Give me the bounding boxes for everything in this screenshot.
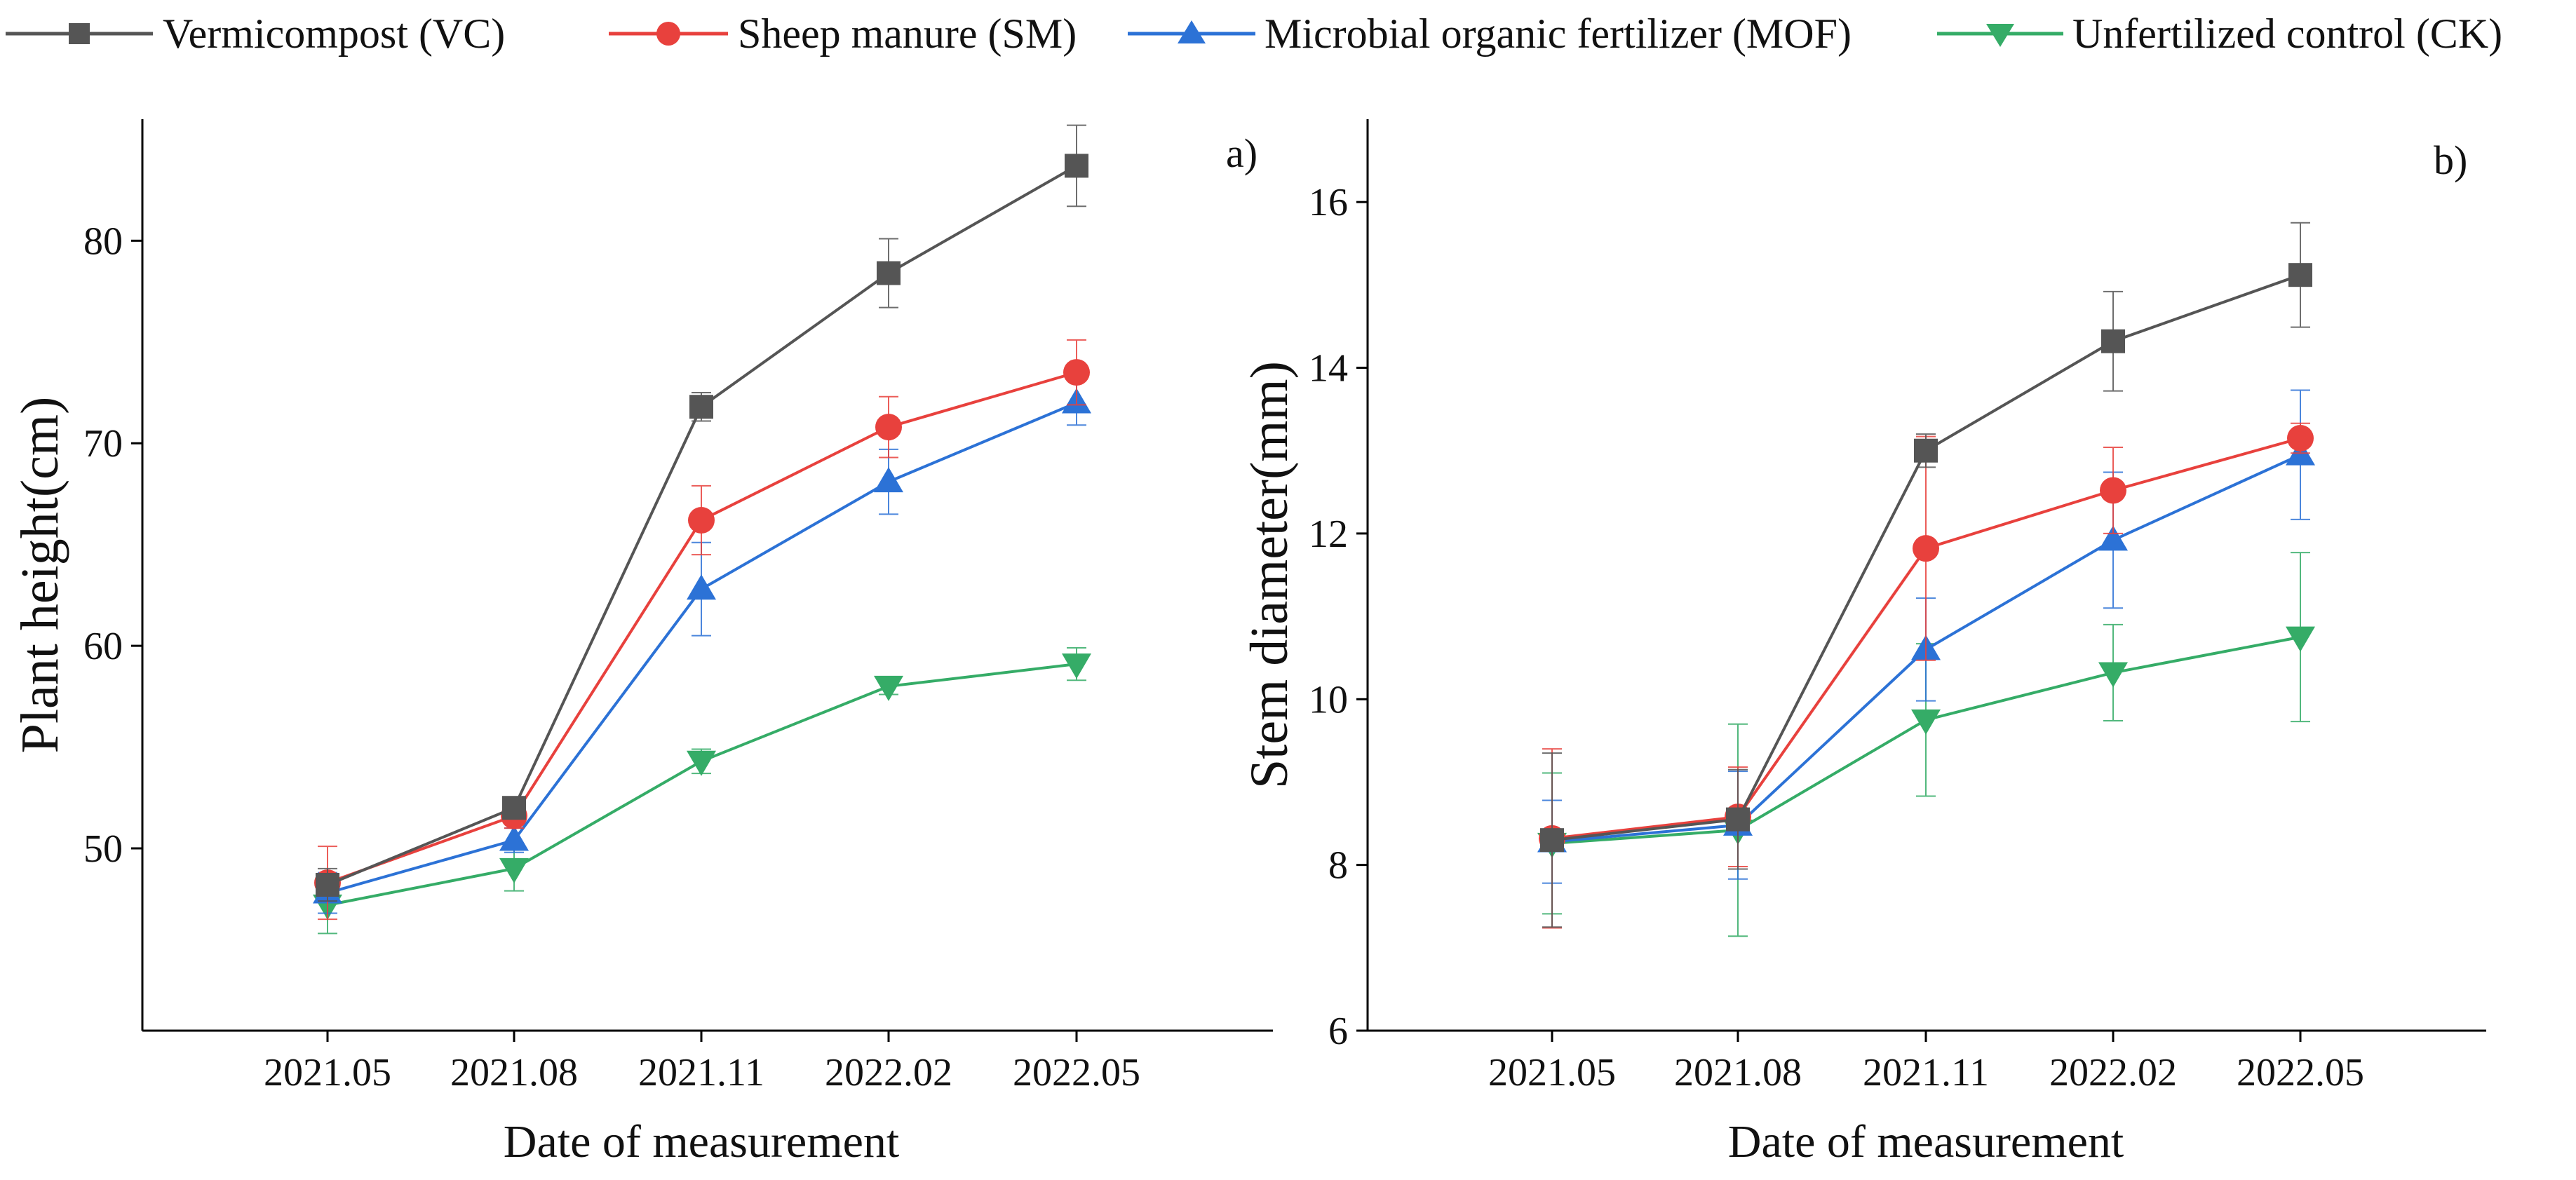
legend-marker-mof [1178, 20, 1206, 43]
panel-a-point-ck [1062, 653, 1091, 679]
panel-b-y-ticks: 6 8 10 12 14 16 [1309, 181, 1368, 1053]
panel-a-point-ck [874, 675, 903, 701]
legend-label-sm: Sheep manure (SM) [738, 11, 1077, 57]
panel-a-x-tick-label: 2021.11 [638, 1051, 764, 1094]
panel-b-x-tick-label: 2021.11 [1863, 1051, 1989, 1094]
panel-a-point-ck [687, 750, 716, 776]
panel-a-series-group [313, 124, 1091, 935]
panel-b-series-group [1537, 222, 2315, 937]
panel-b-y-tick-label: 12 [1309, 513, 1348, 556]
panel-a-series-vc [316, 124, 1088, 902]
panel-b-point-vc [1726, 807, 1750, 832]
panel-b-point-ck [2286, 626, 2315, 652]
panel-a-point-ck [499, 857, 529, 883]
panel-a-point-vc [689, 395, 713, 419]
legend-item-vc: Vermicompost (VC) [6, 11, 505, 57]
panel-b-x-tick-label: 2021.08 [1674, 1051, 1802, 1094]
legend-marker-ck [1986, 24, 2014, 47]
panel-a-point-vc [316, 873, 339, 897]
panel-a-y-tick-label: 60 [83, 625, 123, 668]
legend-item-mof: Microbial organic fertilizer (MOF) [1128, 11, 1852, 57]
legend-label-mof: Microbial organic fertilizer (MOF) [1265, 11, 1852, 57]
panel-a-point-sm [1063, 359, 1090, 386]
legend: Vermicompost (VC) Sheep manure (SM) Micr… [6, 11, 2502, 57]
legend-item-ck: Unfertilized control (CK) [1937, 11, 2502, 57]
panel-a-point-vc [1065, 154, 1088, 178]
panel-a-point-sm [875, 414, 902, 441]
legend-marker-sm [656, 22, 680, 46]
panel-a-point-vc [877, 261, 901, 285]
panel-b-point-vc [2101, 329, 2125, 353]
panel-a-x-tick-label: 2021.05 [264, 1051, 391, 1094]
panel-b-point-sm [2287, 425, 2314, 452]
panel-b-y-tick-label: 8 [1328, 844, 1348, 888]
panel-b-y-tick-label: 6 [1328, 1010, 1348, 1053]
panel-b-point-ck [2098, 662, 2128, 688]
panel-b-point-vc [1540, 828, 1564, 853]
panel-a-point-mof [687, 574, 716, 600]
panel-b-point-mof [2098, 525, 2128, 551]
panel-b-x-tick-label: 2022.05 [2237, 1051, 2364, 1094]
panel-a-y-axis-title: Plant height(cm) [11, 397, 69, 754]
panel-a-point-mof [874, 467, 903, 493]
panel-b-point-ck [1911, 709, 1941, 735]
panel-a-point-vc [502, 796, 526, 820]
legend-label-ck: Unfertilized control (CK) [2072, 11, 2502, 57]
panel-b-label: b) [2434, 137, 2467, 183]
panel-a-point-mof [499, 825, 529, 851]
panel-b-y-axis-title: Stem diameter(mm) [1240, 361, 1299, 789]
panel-b-point-sm [1913, 535, 1939, 562]
panel-b-y-tick-label: 16 [1309, 181, 1348, 224]
panel-b-point-vc [2288, 263, 2312, 287]
panel-a-label: a) [1226, 130, 1257, 176]
panel-a-y-ticks: 50 60 70 80 [83, 219, 142, 871]
panel-b-x-tick-label: 2021.05 [1488, 1051, 1616, 1094]
panel-b-x-ticks: 2021.05 2021.08 2021.11 2022.02 2022.05 [1488, 1031, 2364, 1094]
panel-b-x-axis-title: Date of measurement [1728, 1116, 2124, 1167]
panel-b-series-vc [1540, 222, 2312, 928]
panel-a-series-ck [313, 647, 1091, 935]
panel-a-x-ticks: 2021.05 2021.08 2021.11 2022.02 2022.05 [264, 1031, 1140, 1094]
panel-a-x-tick-label: 2022.05 [1013, 1051, 1140, 1094]
panel-a-x-tick-label: 2022.02 [825, 1051, 952, 1094]
panel-b-y-tick-label: 14 [1309, 347, 1348, 391]
panel-a-y-tick-label: 50 [83, 827, 123, 871]
legend-label-vc: Vermicompost (VC) [163, 11, 505, 57]
legend-marker-vc [69, 23, 90, 44]
panel-b-point-sm [2100, 477, 2126, 504]
panel-a-y-tick-label: 70 [83, 422, 123, 466]
panel-a-x-tick-label: 2021.08 [450, 1051, 578, 1094]
panel-a-point-sm [688, 507, 715, 534]
panel-b-point-vc [1914, 438, 1938, 463]
panel-a-y-tick-label: 80 [83, 219, 123, 263]
panel-b-y-tick-label: 10 [1309, 678, 1348, 721]
panel-b-x-tick-label: 2022.02 [2049, 1051, 2177, 1094]
panel-a-x-axis-title: Date of measurement [504, 1116, 899, 1167]
panel-a-series-mof [313, 379, 1091, 914]
legend-item-sm: Sheep manure (SM) [609, 11, 1077, 57]
